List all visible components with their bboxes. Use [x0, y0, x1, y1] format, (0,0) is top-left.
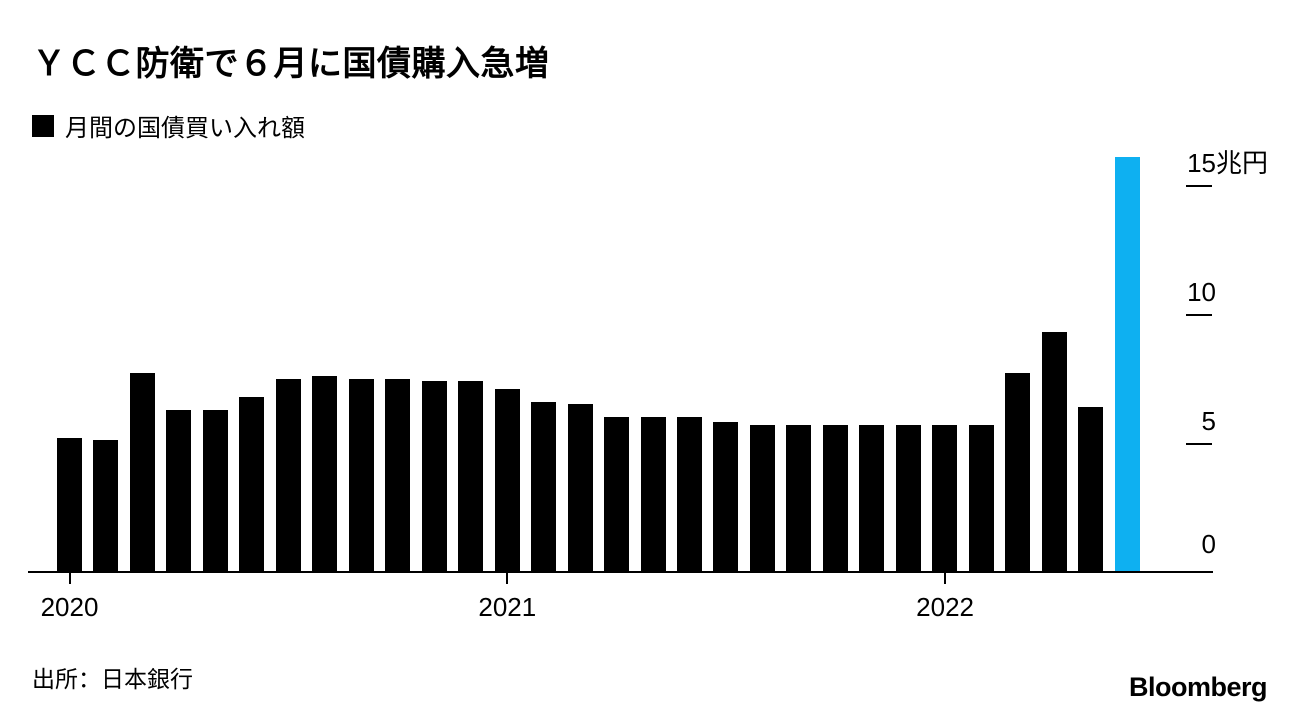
- bar-2022-06: [1114, 156, 1140, 572]
- bar-2020-11: [421, 381, 447, 572]
- x-tick-2022: [944, 572, 947, 584]
- bar-2021-07: [713, 422, 739, 572]
- bar-2021-06: [676, 417, 702, 572]
- legend-label: 月間の国債買い入れ額: [65, 115, 305, 142]
- y-tick-dash-10: [1186, 314, 1212, 316]
- x-axis-line: [28, 571, 1213, 573]
- bar-2020-01: [57, 437, 82, 572]
- bar-2021-02: [531, 401, 557, 572]
- bar-2020-04: [166, 409, 192, 572]
- bar-2021-09: [786, 424, 812, 572]
- x-label-2020: 2020: [40, 592, 99, 622]
- x-label-2022: 2022: [916, 592, 974, 622]
- bar-2022-03: [1005, 373, 1031, 572]
- bar-2021-10: [822, 424, 848, 572]
- bar-2020-12: [458, 381, 484, 572]
- x-tick-2021: [506, 572, 509, 584]
- chart-title: ＹＣＣ防衛で６月に国債購入急増: [32, 45, 550, 83]
- bloomberg-logo: Bloomberg: [1128, 672, 1268, 702]
- x-label-2021: 2021: [478, 592, 537, 622]
- bar-series: [57, 140, 1140, 572]
- bar-2020-10: [385, 378, 411, 572]
- y-label-5: 5: [1201, 406, 1216, 436]
- bar-2020-06: [239, 396, 265, 572]
- bar-2021-05: [640, 417, 666, 572]
- bar-2022-05: [1078, 406, 1104, 572]
- bar-2022-01: [932, 424, 958, 572]
- bar-2020-08: [312, 375, 338, 572]
- bar-2021-03: [567, 404, 593, 572]
- y-tick-dash-5: [1186, 443, 1212, 445]
- bar-2021-04: [604, 417, 630, 572]
- x-tick-2020: [68, 572, 71, 584]
- bar-2020-02: [93, 440, 119, 572]
- bar-2021-08: [749, 424, 775, 572]
- legend: 月間の国債買い入れ額: [32, 108, 305, 143]
- bar-2020-09: [348, 378, 374, 572]
- bar-2021-12: [895, 424, 921, 572]
- bar-2022-02: [968, 424, 994, 572]
- bar-2021-11: [859, 424, 885, 572]
- bar-2021-01: [494, 388, 520, 572]
- y-label-10: 10: [1187, 277, 1216, 307]
- y-label-15: 15 兆円: [1187, 148, 1269, 178]
- bar-2020-03: [129, 373, 155, 572]
- legend-swatch-icon: [32, 114, 54, 137]
- bar-2020-05: [202, 409, 228, 572]
- bar-2022-04: [1041, 332, 1067, 572]
- y-tick-dash-15: [1186, 185, 1212, 187]
- source-note: 出所：日本銀行: [32, 666, 193, 692]
- bar-2020-07: [275, 378, 301, 572]
- y-label-0: 0: [1201, 529, 1216, 559]
